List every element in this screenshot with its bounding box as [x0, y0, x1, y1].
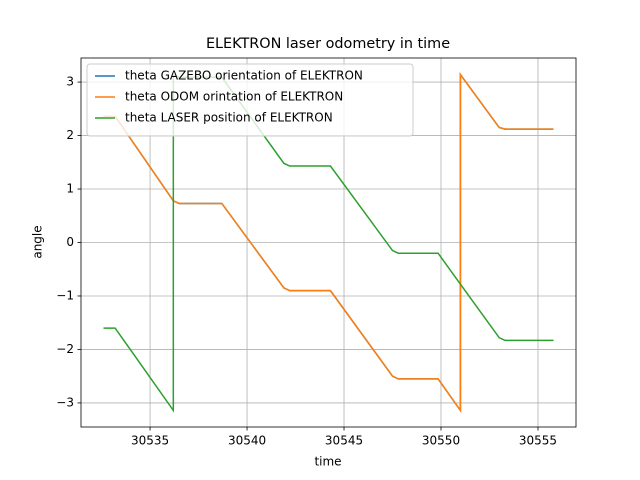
y-tick-label: 1 — [66, 182, 74, 196]
chart-title: ELEKTRON laser odometry in time — [206, 36, 450, 52]
legend-label: theta LASER position of ELEKTRON — [125, 111, 333, 125]
x-tick-label: 30535 — [131, 434, 169, 448]
y-tick-label: −2 — [56, 342, 74, 356]
y-tick-label: 0 — [66, 235, 74, 249]
series-line — [103, 73, 554, 413]
y-tick-label: −3 — [56, 395, 74, 409]
ticks: 30535 30540 30545 30550 30555 −3 −2 −1 0 1 2 3 — [56, 75, 557, 448]
x-tick-label: 30555 — [519, 434, 557, 448]
x-tick-label: 30540 — [228, 434, 266, 448]
legend-box — [86, 63, 414, 137]
y-axis-label: angle — [31, 225, 45, 258]
x-axis-label: time — [314, 455, 341, 469]
series-line — [103, 72, 554, 413]
plot-area — [103, 72, 554, 413]
y-tick-label: −1 — [56, 288, 74, 302]
x-tick-label: 30550 — [422, 434, 460, 448]
legend: theta GAZEBO orientation of ELEKTRON thet… — [86, 63, 414, 137]
y-tick-label: 2 — [66, 128, 74, 142]
y-tick-label: 3 — [66, 75, 74, 89]
legend-label: theta GAZEBO orientation of ELEKTRON — [125, 69, 363, 83]
legend-label: theta ODOM orintation of ELEKTRON — [125, 90, 343, 104]
x-tick-label: 30545 — [325, 434, 363, 448]
